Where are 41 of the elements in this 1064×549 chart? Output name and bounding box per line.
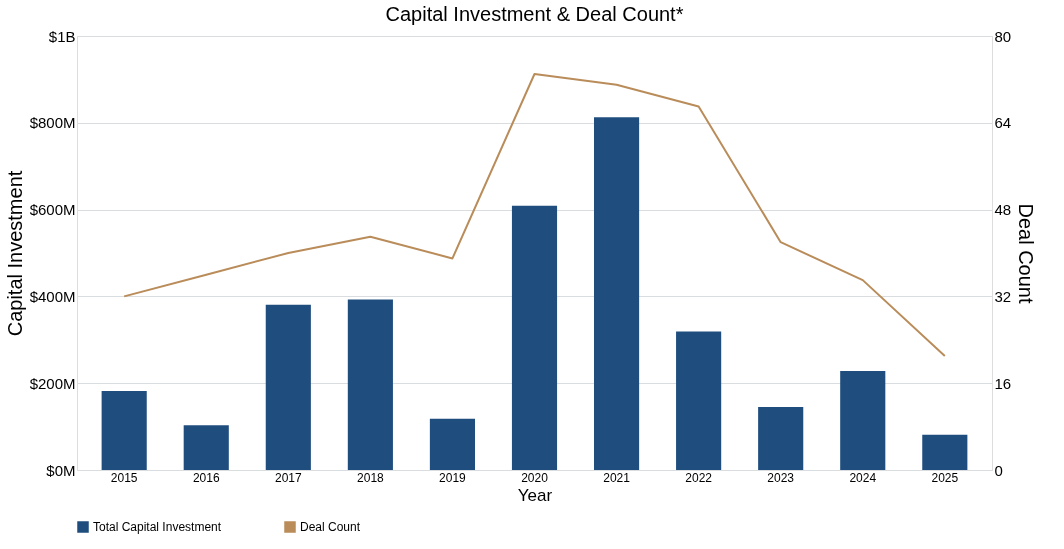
y-tick-label: $800M — [29, 114, 76, 132]
bar — [347, 299, 393, 470]
y2-tick-label: 0 — [994, 461, 1003, 479]
x-tick-label: 2025 — [931, 470, 959, 485]
bar — [840, 371, 886, 470]
x-tick-label: 2015 — [110, 470, 138, 485]
y-axis-title: Capital Investment — [3, 170, 26, 337]
x-tick-label: 2021 — [603, 470, 631, 485]
y2-axis-title: Deal Count — [1015, 203, 1038, 304]
bar — [265, 304, 311, 470]
y-tick-label: $400M — [29, 287, 76, 305]
legend-label: Deal Count — [300, 520, 361, 534]
x-axis-title: Year — [517, 485, 553, 505]
y2-tick-label: 48 — [994, 201, 1012, 219]
y2-tick-label: 80 — [994, 27, 1012, 45]
bar — [101, 391, 147, 470]
bar — [511, 205, 558, 470]
y-tick-label: $600M — [29, 201, 76, 219]
bar — [676, 331, 722, 470]
x-tick-label: 2017 — [274, 470, 302, 485]
x-tick-label: 2020 — [521, 470, 549, 485]
legend-label: Total Capital Investment — [93, 520, 222, 534]
x-tick-label: 2024 — [849, 470, 877, 485]
y2-tick-label: 16 — [994, 374, 1012, 392]
x-tick-label: 2023 — [767, 470, 795, 485]
y-tick-label: $1B — [48, 27, 76, 45]
x-tick-label: 2018 — [357, 470, 385, 485]
bar — [429, 418, 475, 470]
x-tick-label: 2019 — [439, 470, 467, 485]
bar — [758, 407, 804, 470]
bar — [922, 434, 968, 470]
line-series — [123, 72, 946, 358]
y-tick-label: $200M — [29, 374, 76, 392]
x-tick-label: 2016 — [192, 470, 220, 485]
y-tick-label: $0M — [46, 461, 76, 479]
bar — [594, 117, 640, 470]
y2-tick-label: 64 — [994, 114, 1012, 132]
x-tick-label: 2022 — [685, 470, 713, 485]
bar — [183, 425, 229, 470]
y2-tick-label: 32 — [994, 287, 1012, 305]
chart-title: Capital Investment & Deal Count* — [385, 3, 684, 25]
